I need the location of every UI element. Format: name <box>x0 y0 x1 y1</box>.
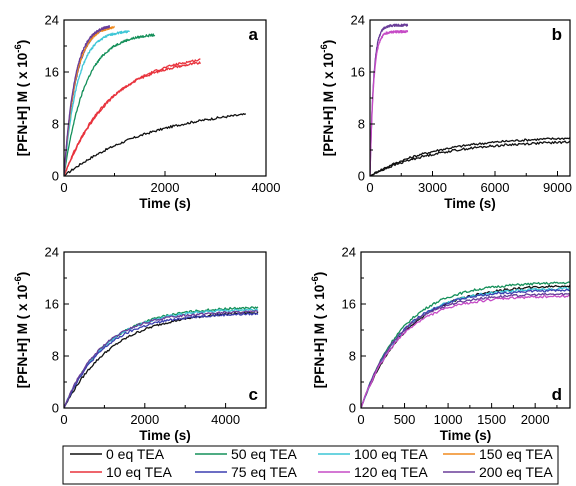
panels-group: 0 2000 4000 0 8 16 24 Time (s) [PFN-H] M ( x 10-… <box>13 13 572 444</box>
series-line-10-eq-tea <box>64 61 201 176</box>
legend-item: 75 eq TEA <box>195 464 298 480</box>
x-tick-label: 1500 <box>477 412 506 427</box>
y-tick-label: 0 <box>52 169 59 184</box>
plot-frame <box>63 19 267 177</box>
y-axis-label: [PFN-H] M ( x 10-6) <box>13 40 30 156</box>
legend-label: 150 eq TEA <box>479 446 553 462</box>
series-line-200-eq-tea <box>64 310 259 408</box>
series-group <box>370 23 570 176</box>
x-tick-label: 9000 <box>543 180 572 195</box>
panel-c: 0 2000 4000 0 8 16 24 Time (s) [PFN-H] M ( x 10-… <box>13 245 267 443</box>
series-line-10-eq-tea <box>64 58 201 176</box>
y-axis-label: [PFN-H] M ( x 10-6) <box>13 272 30 388</box>
y-tick-label: 24 <box>351 13 365 28</box>
y-tick-label: 24 <box>45 245 59 260</box>
y-tick-label: 8 <box>52 117 59 132</box>
x-axis-label: Time (s) <box>444 196 496 211</box>
x-tick-label: 500 <box>394 412 416 427</box>
panel-b: 0 3000 6000 9000 0 8 16 24 Time (s) [PFN-H] M ( x… <box>319 13 572 212</box>
series-group <box>64 25 247 176</box>
y-tick-label: 24 <box>45 13 59 28</box>
series-line-200-eq-tea <box>361 292 570 408</box>
series-line-75-eq-tea <box>361 288 570 408</box>
plot-frame <box>360 251 571 409</box>
series-line-150-eq-tea <box>64 25 115 176</box>
series-line-120-eq-tea <box>370 29 409 176</box>
panel-label-b: b <box>552 25 562 44</box>
series-line-0-eq-tea <box>370 137 570 176</box>
panel-a: 0 2000 4000 0 8 16 24 Time (s) [PFN-H] M ( x 10-… <box>13 13 280 212</box>
plot-frame <box>369 19 571 177</box>
series-group <box>361 281 570 408</box>
series-line-50-eq-tea <box>361 281 570 408</box>
y-axis-label: [PFN-H] M ( x 10-6) <box>319 40 336 156</box>
panel-d: 0 500 1000 1500 2000 0 8 16 24 Time (s) [PFN-H] M … <box>310 245 571 443</box>
x-tick-label: 4000 <box>211 412 240 427</box>
x-axis-label: Time (s) <box>139 196 191 211</box>
series-line-100-eq-tea <box>64 30 130 176</box>
panel-label-c: c <box>249 385 258 404</box>
plot-frame <box>63 251 267 409</box>
y-tick-label: 24 <box>342 245 356 260</box>
x-tick-label: 0 <box>366 180 373 195</box>
legend-label: 50 eq TEA <box>231 446 298 462</box>
x-tick-label: 2000 <box>521 412 550 427</box>
y-tick-label: 16 <box>45 297 59 312</box>
series-line-0-eq-tea <box>64 112 247 176</box>
y-tick-label: 0 <box>52 401 59 416</box>
series-line-0-eq-tea <box>370 140 570 176</box>
panel-label-d: d <box>552 385 562 404</box>
legend-item: 50 eq TEA <box>195 446 298 462</box>
panel-label-a: a <box>249 25 259 44</box>
y-tick-label: 16 <box>351 65 365 80</box>
series-group <box>64 306 259 408</box>
legend-item: 0 eq TEA <box>70 446 165 462</box>
y-tick-label: 8 <box>349 349 356 364</box>
y-tick-label: 16 <box>342 297 356 312</box>
x-tick-label: 3000 <box>418 180 447 195</box>
legend-label: 0 eq TEA <box>106 446 165 462</box>
legend-box <box>62 445 559 485</box>
legend-label: 75 eq TEA <box>231 464 298 480</box>
y-tick-label: 0 <box>358 169 365 184</box>
x-tick-label: 6000 <box>481 180 510 195</box>
y-tick-label: 0 <box>349 401 356 416</box>
legend-item: 120 eq TEA <box>318 464 428 480</box>
x-tick-label: 1000 <box>434 412 463 427</box>
x-tick-label: 2000 <box>130 412 159 427</box>
y-tick-label: 16 <box>45 65 59 80</box>
x-tick-label: 4000 <box>252 180 281 195</box>
x-tick-label: 0 <box>60 412 67 427</box>
legend-item: 100 eq TEA <box>318 446 428 462</box>
x-tick-label: 0 <box>357 412 364 427</box>
series-line-50-eq-tea <box>64 33 156 176</box>
series-line-120-eq-tea <box>361 294 570 408</box>
series-line-200-eq-tea <box>370 23 409 176</box>
x-tick-label: 2000 <box>151 180 180 195</box>
x-axis-label: Time (s) <box>440 428 492 443</box>
y-tick-label: 8 <box>52 349 59 364</box>
legend-item: 10 eq TEA <box>70 464 173 480</box>
legend: 0 eq TEA 10 eq TEA 50 eq TEA 75 eq TEA 100 e… <box>62 445 559 485</box>
y-axis-label: [PFN-H] M ( x 10-6) <box>310 272 327 388</box>
x-tick-label: 0 <box>60 180 67 195</box>
series-line-200-eq-tea <box>64 25 111 176</box>
y-tick-label: 8 <box>358 117 365 132</box>
x-axis-label: Time (s) <box>139 428 191 443</box>
legend-label: 10 eq TEA <box>106 464 173 480</box>
series-line-75-eq-tea <box>64 312 259 408</box>
legend-label: 100 eq TEA <box>354 446 428 462</box>
legend-item: 150 eq TEA <box>443 446 553 462</box>
legend-label: 120 eq TEA <box>354 464 428 480</box>
legend-item: 200 eq TEA <box>443 464 553 480</box>
legend-label: 200 eq TEA <box>479 464 553 480</box>
